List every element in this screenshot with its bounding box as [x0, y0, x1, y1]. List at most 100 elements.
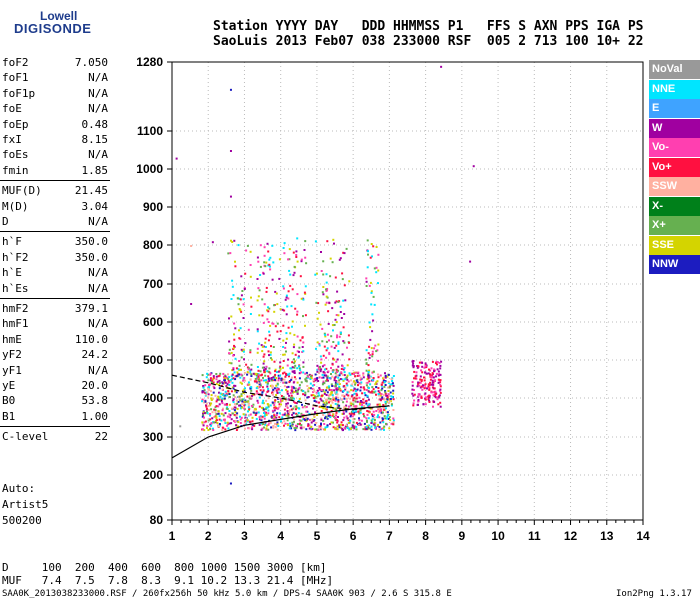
echo-point [236, 374, 239, 377]
echo-point [326, 347, 329, 350]
echo-point [255, 408, 257, 411]
echo-point [215, 417, 218, 420]
echo-point [312, 391, 315, 394]
y-tick-label: 700 [143, 277, 163, 291]
echo-point [278, 412, 281, 415]
echo-point [328, 351, 331, 354]
echo-point [365, 369, 368, 372]
echo-point [211, 379, 213, 382]
echo-point [299, 419, 302, 422]
echo-point [262, 362, 265, 365]
echo-point [384, 392, 387, 395]
echo-point [356, 394, 359, 397]
echo-point [268, 367, 271, 370]
echo-point [259, 370, 262, 373]
echo-point [282, 346, 285, 348]
echo-point [306, 410, 309, 413]
echo-point [280, 398, 282, 401]
echo-point [345, 382, 348, 385]
echo-point [330, 389, 333, 391]
echo-point [365, 358, 368, 361]
echo-point [226, 415, 229, 418]
echo-point [294, 353, 297, 356]
echo-point [306, 385, 309, 387]
echo-point [235, 391, 238, 394]
echo-point [353, 396, 356, 399]
legend-item: NNW [649, 255, 700, 274]
echo-point [290, 408, 293, 411]
echo-point [319, 323, 322, 326]
echo-point [232, 354, 235, 357]
echo-point [250, 397, 253, 400]
echo-point [261, 373, 263, 376]
echo-point [258, 405, 261, 408]
echo-point [302, 371, 305, 374]
echo-point [351, 415, 354, 418]
echo-point [218, 387, 221, 390]
echo-point [261, 392, 264, 395]
echo-point [368, 380, 371, 383]
echo-point [215, 415, 218, 418]
echo-point [298, 384, 301, 387]
echo-point [306, 417, 309, 420]
echo-point [264, 408, 267, 411]
echo-point [379, 398, 382, 401]
echo-point [343, 395, 346, 398]
echo-point [232, 368, 235, 371]
echo-point [358, 419, 361, 422]
param-label: foEs [2, 148, 29, 162]
echo-point [284, 346, 287, 349]
echo-point [318, 372, 320, 375]
echo-point [331, 363, 334, 366]
echo-point [284, 412, 287, 415]
echo-point [325, 386, 328, 389]
echo-point [264, 337, 267, 340]
echo-point [381, 387, 384, 390]
echo-point [267, 423, 270, 426]
echo-point [369, 391, 372, 394]
echo-point [372, 377, 375, 380]
echo-point [341, 278, 344, 281]
echo-point [215, 419, 218, 422]
echo-point [360, 406, 363, 409]
echo-point [242, 348, 245, 351]
echo-point [240, 393, 243, 396]
param-value: 20.0 [81, 379, 109, 392]
echo-point [287, 373, 290, 376]
legend-item: NoVal [649, 60, 700, 79]
echo-point [313, 414, 316, 417]
echo-point [287, 415, 290, 418]
echo-point [434, 390, 437, 393]
echo-point [339, 378, 342, 380]
param-value: N/A [88, 363, 108, 377]
echo-point [335, 390, 338, 393]
echo-point [321, 376, 323, 379]
echo-point [379, 394, 382, 397]
echo-point [283, 353, 286, 356]
echo-point [263, 417, 266, 420]
echo-point [258, 396, 261, 399]
echo-point [432, 376, 435, 379]
echo-point [284, 298, 287, 301]
echo-point [429, 373, 431, 376]
echo-point [322, 414, 325, 416]
echo-point [233, 420, 235, 422]
echo-point [255, 392, 258, 395]
echo-point [272, 322, 275, 325]
echo-point [337, 314, 340, 317]
echo-point [271, 392, 274, 394]
echo-point [434, 396, 437, 399]
echo-point [368, 405, 371, 408]
echo-point [438, 380, 441, 383]
echo-point [350, 384, 353, 387]
echo-point [371, 313, 374, 316]
echo-point [218, 379, 221, 382]
echo-point [274, 405, 277, 408]
echo-point [366, 266, 369, 269]
echo-point [366, 381, 369, 384]
echo-point [366, 419, 368, 422]
echo-point [293, 418, 296, 421]
echo-point [286, 410, 289, 413]
echo-point [262, 345, 265, 348]
echo-point [297, 407, 300, 410]
